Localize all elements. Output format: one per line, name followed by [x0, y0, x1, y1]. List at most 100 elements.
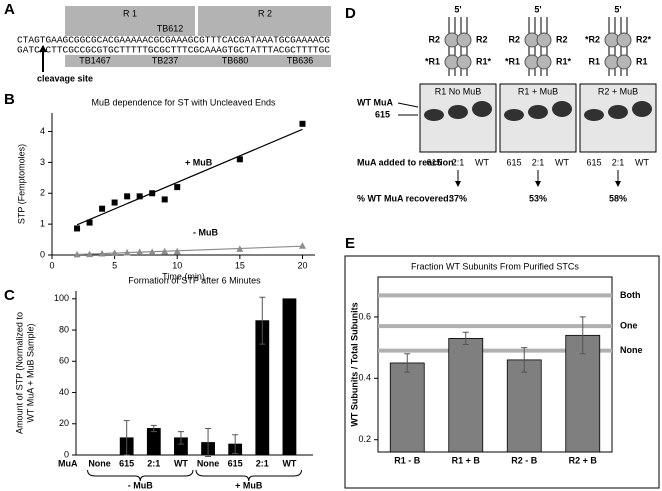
- point: [173, 247, 181, 255]
- point: [149, 190, 156, 197]
- chart: Formation of STP after 6 Minutes 0 20 40 60 8…: [14, 275, 313, 490]
- recovered-value: 53%: [529, 193, 547, 203]
- error-bar: [232, 434, 239, 454]
- five-prime: 5': [454, 4, 461, 14]
- y-tick-label: 40: [59, 387, 69, 397]
- point: [161, 247, 169, 255]
- group-brace: [195, 469, 302, 482]
- band-arrow: [397, 102, 419, 116]
- cleavage-label: cleavage site: [37, 73, 93, 83]
- lane-label: 615: [506, 157, 521, 167]
- x-tick-label: R1 - B: [394, 455, 421, 465]
- gel-band: [472, 101, 492, 117]
- gel-band: [504, 109, 524, 121]
- trend-line: [76, 128, 303, 226]
- panel-label: E: [345, 235, 355, 252]
- subunit: [616, 54, 632, 70]
- y-tick-label: 0: [64, 449, 69, 459]
- subunit: [616, 32, 632, 48]
- point: [86, 219, 93, 226]
- group-brace: [87, 469, 194, 482]
- point: [136, 193, 143, 200]
- error-bar: [579, 316, 586, 355]
- oligo-label: TB612: [157, 23, 184, 33]
- subunit: [456, 54, 472, 70]
- point: [299, 120, 306, 127]
- chart-title: Fraction WT Subunits From Purified STCs: [411, 261, 579, 271]
- lane-label: 2:1: [532, 157, 545, 167]
- lane-label: WT: [555, 157, 569, 167]
- point: [298, 242, 306, 249]
- y-axis-label: Amount of STP (Normalized to: [14, 312, 24, 434]
- arrow-head: [535, 181, 541, 187]
- point: [174, 184, 181, 191]
- panel-label: D: [345, 5, 356, 22]
- y-tick-label: 80: [59, 324, 69, 334]
- arrow-head: [39, 45, 47, 52]
- gel-band: [584, 109, 604, 121]
- y-axis-label: WT Subunits / Total Subunits: [349, 302, 359, 426]
- point: [136, 248, 144, 255]
- region-box: [65, 6, 195, 36]
- point: [86, 250, 94, 258]
- y-tick-label: 20: [59, 418, 69, 428]
- x-tick-label: R2 + B: [569, 455, 598, 465]
- error-bar: [177, 431, 184, 445]
- error-bar: [462, 331, 469, 346]
- x-tick-label: 2:1: [147, 458, 160, 468]
- point: [123, 249, 131, 256]
- x-tick-label: 15: [235, 260, 245, 270]
- subunit-label: R1*: [556, 56, 572, 66]
- bottom-strand: GATCACTTCGCCGCGTGCTTTTTGCGCTTTCGCAAAGTGC…: [17, 45, 330, 56]
- gel-panel: WT MuA 615 MuA added to reaction: % WT M…: [357, 4, 657, 203]
- bar: [506, 359, 542, 453]
- x-tick-label: 20: [297, 260, 307, 270]
- top-strand: CTAGTGAAGCGGCGCACGAAAAACGCGAAAGCGTTTCACG…: [17, 35, 330, 46]
- y-tick-label: 0.4: [358, 373, 371, 383]
- x-tick-label: WT: [174, 458, 188, 468]
- group-label: - MuB: [128, 480, 153, 490]
- chart: MuB dependence for ST with Uncleaved End…: [16, 97, 315, 281]
- series-label: + MuB: [185, 157, 213, 167]
- point: [148, 248, 156, 255]
- gel-title: R1 + MuB: [518, 86, 558, 96]
- y-tick-label: 3: [40, 157, 45, 167]
- lane-label: WT: [475, 157, 489, 167]
- y-tick-label: 60: [59, 356, 69, 366]
- subunit: [456, 32, 472, 48]
- x-tick-label: None: [197, 458, 220, 468]
- group-label: + MuB: [235, 480, 263, 490]
- point: [236, 156, 243, 163]
- panel-label: A: [4, 1, 15, 18]
- point: [161, 196, 168, 203]
- oligo-box: [65, 55, 331, 67]
- y-tick-label: 0.6: [358, 311, 371, 321]
- subunit-label: R1: [636, 56, 648, 66]
- x-tick-label: 5: [112, 260, 117, 270]
- y-tick-label: 0: [40, 249, 45, 259]
- panel-frame: [344, 255, 660, 489]
- gel-band: [632, 101, 652, 117]
- gel-title: R1 No MuB: [435, 86, 482, 96]
- y-tick-label: 4: [40, 126, 45, 136]
- lane-label: WT: [635, 157, 649, 167]
- dna-diagram: R 1 R 2 TB612 CTAGTGAAGCGGCGCACGAAAAACGC…: [17, 6, 331, 83]
- x-tick-label: R1 + B: [452, 455, 481, 465]
- recovered-value: 37%: [449, 193, 467, 203]
- recovered-value: 58%: [609, 193, 627, 203]
- bar: [448, 338, 484, 453]
- region-label: R 1: [123, 8, 137, 18]
- subunit-label: *R2: [585, 34, 600, 44]
- arrow-head: [615, 181, 621, 187]
- trend-line: [77, 245, 303, 256]
- row-label: % WT MuA recovered:: [357, 193, 452, 203]
- reference-label: None: [620, 345, 643, 355]
- y-axis-label: STP (Femptomoles): [16, 144, 26, 224]
- point: [111, 249, 119, 256]
- gel-band: [448, 105, 468, 119]
- panel-label: B: [4, 91, 15, 108]
- x-axis-label: MuA: [58, 458, 78, 468]
- point: [99, 205, 106, 212]
- x-tick-label: 615: [119, 458, 134, 468]
